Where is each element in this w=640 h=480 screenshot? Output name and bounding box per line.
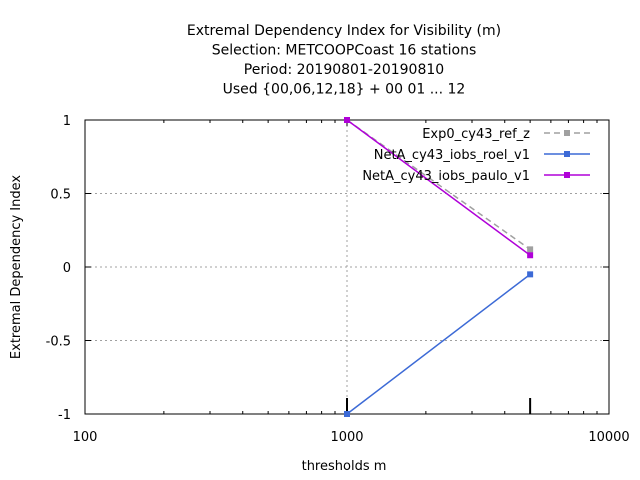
legend: Exp0_cy43_ref_z NetA_cy43_iobs_roel_v1 Net… [362,127,590,184]
y-tick-label: 1 [63,114,71,129]
grid [85,120,609,414]
x-tick-label: 100 [73,430,98,445]
title-line: Extremal Dependency Index for Visibility… [187,23,501,39]
data-point [344,411,350,417]
y-tick-label: 0 [63,261,71,276]
series-line [346,119,531,250]
x-tick-label: 10000 [588,430,629,445]
legend-entry-label: Exp0_cy43_ref_z [422,127,530,142]
y-tick-label: -1 [58,408,71,423]
data-point [527,246,534,253]
legend-swatch-marker [564,130,570,136]
series-lines [344,117,534,417]
x-axis-label: thresholds m [302,459,387,474]
data-point [344,117,350,123]
y-axis-label: Extremal Dependency Index [9,175,24,359]
legend-entry-label: NetA_cy43_iobs_paulo_v1 [362,169,530,184]
title-line: Period: 20190801-20190810 [244,62,444,78]
series-line [346,273,531,415]
y-tick-label: -0.5 [46,335,71,350]
data-point [527,271,534,278]
y-tick-label: 0.5 [50,188,71,203]
data-point [527,252,534,259]
title-line: Selection: METCOOPCoast 16 stations [212,43,477,59]
series-line [346,119,531,256]
legend-entry-label: NetA_cy43_iobs_roel_v1 [374,148,530,163]
x-tick-label: 1000 [330,430,363,445]
legend-swatch-marker [564,151,570,157]
chart-title: Extremal Dependency Index for Visibility… [187,23,501,98]
title-line: Used {00,06,12,18} + 00 01 ... 12 [223,82,466,98]
frequency-marks [346,398,532,414]
legend-swatch-marker [564,172,570,178]
